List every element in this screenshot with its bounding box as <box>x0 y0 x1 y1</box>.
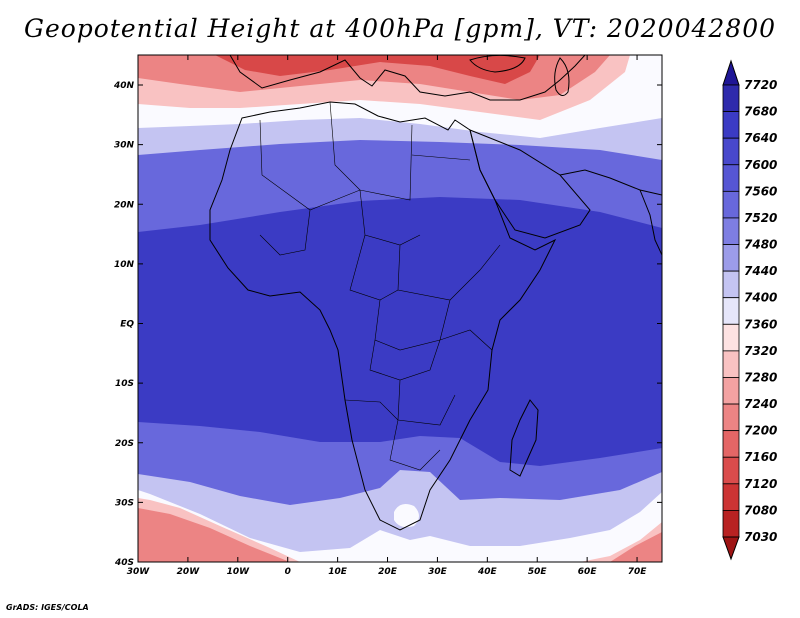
lat-label: 10N <box>114 260 135 270</box>
lon-label: 10W <box>227 567 251 577</box>
colorbar-cell <box>722 377 740 405</box>
colorbar-level-label: 7200 <box>744 424 777 438</box>
latitude-labels: 40N 30N 20N 10N EQ 10S 20S 30S 40S <box>113 81 135 568</box>
colorbar <box>722 59 740 561</box>
colorbar-cell <box>722 483 740 511</box>
colorbar-cell <box>722 137 740 166</box>
lat-label: 20S <box>115 439 134 449</box>
madagascar-coastline <box>509 399 539 477</box>
colorbar-level-label: 7160 <box>744 450 777 464</box>
india-coastline <box>639 189 662 256</box>
colorbar-level-label: 7360 <box>744 317 777 331</box>
lat-label: 20N <box>114 200 135 210</box>
contour-band-white-south <box>138 490 662 562</box>
plot-frame <box>137 54 663 563</box>
colorbar-level-label: 7280 <box>744 370 777 384</box>
colorbar-cell <box>722 111 740 139</box>
colorbar-cell <box>722 510 740 538</box>
colorbar-level-label: 7480 <box>744 238 777 252</box>
colorbar-level-label: 7440 <box>744 264 777 278</box>
longitude-labels: 30W 20W 10W 0 10E 20E 30E 40E 50E 60E 70E <box>127 567 647 577</box>
lon-label: 40E <box>477 567 498 577</box>
colorbar-level-label: 7520 <box>744 211 777 225</box>
caspian-coastline <box>554 57 570 96</box>
contour-field <box>138 55 662 562</box>
contour-band-mid-red-southeast <box>610 532 662 562</box>
lon-label: 30E <box>428 567 448 577</box>
border-lines <box>259 101 501 471</box>
colorbar-cell <box>722 456 740 485</box>
colorbar-level-label: 7680 <box>744 105 777 119</box>
colorbar-cell <box>722 350 740 378</box>
lon-label: 20W <box>177 567 201 577</box>
colorbar-cell <box>722 297 740 325</box>
lat-label: 40S <box>114 558 134 568</box>
colorbar-level-label: 7030 <box>744 530 777 544</box>
contour-band-deep-red-north <box>215 55 540 84</box>
colorbar-cell <box>722 84 740 112</box>
coastlines <box>209 55 662 531</box>
grads-credit: GrADS: IGES/COLA <box>6 603 89 612</box>
colorbar-level-label: 7320 <box>744 344 777 358</box>
colorbar-bottom-arrow <box>722 536 740 561</box>
map-title: Geopotential Height at 400hPa [gpm], VT:… <box>23 14 777 43</box>
colorbar-top-arrow <box>722 59 740 86</box>
colorbar-cell <box>722 190 740 219</box>
iran-coastline <box>559 169 662 196</box>
colorbar-cell <box>722 164 740 192</box>
colorbar-labels: 7720 7680 7640 7600 7560 7520 7480 7440 7400 7360… <box>744 78 777 544</box>
lon-label: 30W <box>127 567 151 577</box>
lat-label: 40N <box>113 81 135 91</box>
colorbar-level-label: 7120 <box>744 477 777 491</box>
lon-label: 0 <box>285 567 291 577</box>
colorbar-level-label: 7240 <box>744 397 777 411</box>
arabia-coastline <box>469 129 591 239</box>
lon-label: 60E <box>578 567 598 577</box>
lat-label: EQ <box>120 320 134 330</box>
contour-band-mid-red-south <box>138 508 290 562</box>
colorbar-cell <box>722 270 740 299</box>
colorbar-cell <box>722 430 740 458</box>
lon-label: 20E <box>378 567 398 577</box>
colorbar-level-label: 7080 <box>744 503 777 517</box>
lat-label: 10S <box>115 379 134 389</box>
lon-label: 70E <box>628 567 648 577</box>
europe-coastline <box>229 55 586 101</box>
lon-label: 10E <box>328 567 348 577</box>
colorbar-cell <box>722 323 740 352</box>
colorbar-level-label: 7600 <box>744 158 777 172</box>
colorbar-level-label: 7400 <box>744 291 777 305</box>
colorbar-level-label: 7560 <box>744 184 777 198</box>
contour-blob-white-south-africa <box>394 504 419 528</box>
colorbar-level-label: 7640 <box>744 131 777 145</box>
africa-coastline <box>209 101 557 531</box>
axis-ticks <box>137 55 662 563</box>
colorbar-cell <box>722 403 740 432</box>
colorbar-cell <box>722 244 740 272</box>
lat-label: 30N <box>114 141 135 151</box>
colorbar-level-label: 7720 <box>744 78 777 92</box>
lon-label: 50E <box>528 567 548 577</box>
colorbar-cell <box>722 217 740 245</box>
lat-label: 30S <box>115 498 134 508</box>
country-borders <box>259 101 501 471</box>
